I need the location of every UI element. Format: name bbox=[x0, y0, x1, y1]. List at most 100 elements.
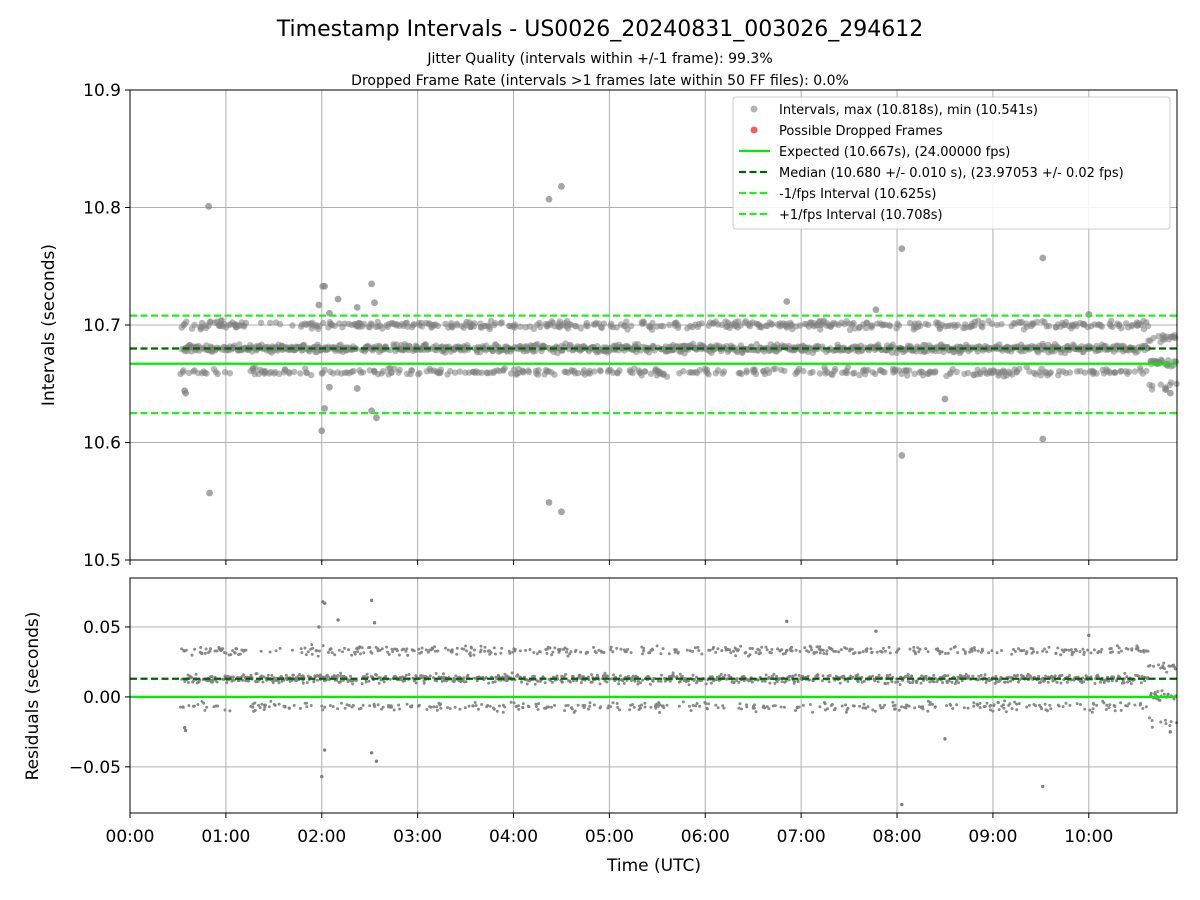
residual-point bbox=[691, 650, 695, 653]
interval-point bbox=[781, 367, 788, 375]
residual-point bbox=[1045, 650, 1049, 654]
residual-point bbox=[858, 651, 862, 655]
residual-point bbox=[898, 683, 902, 687]
residual-point bbox=[978, 677, 982, 681]
residual-point bbox=[680, 674, 684, 678]
interval-point bbox=[924, 321, 932, 329]
interval-point bbox=[471, 320, 478, 327]
residual-point bbox=[972, 704, 976, 708]
residual-outlier-point bbox=[336, 618, 340, 622]
legend-marker-intervals bbox=[750, 105, 758, 113]
residual-point bbox=[658, 703, 662, 707]
residual-point bbox=[1142, 650, 1146, 654]
interval-point bbox=[551, 371, 558, 378]
residual-point bbox=[1013, 700, 1017, 704]
residual-point bbox=[1166, 692, 1170, 696]
residual-point bbox=[748, 646, 752, 650]
residual-point bbox=[992, 703, 996, 707]
residual-point bbox=[738, 702, 742, 706]
residual-point bbox=[742, 679, 746, 683]
residual-point bbox=[928, 680, 932, 684]
x-tick-label: 05:00 bbox=[585, 827, 634, 847]
residual-point bbox=[780, 680, 784, 684]
interval-point bbox=[998, 321, 1005, 328]
residual-outlier-point bbox=[900, 802, 904, 807]
interval-point bbox=[1093, 370, 1100, 377]
interval-point bbox=[647, 370, 655, 377]
residual-point bbox=[871, 708, 875, 712]
residual-point bbox=[196, 703, 200, 706]
residual-point bbox=[356, 650, 360, 654]
residual-point bbox=[548, 646, 552, 650]
residual-point bbox=[420, 646, 424, 650]
residual-point bbox=[809, 645, 813, 649]
residual-point bbox=[662, 706, 666, 710]
residual-point bbox=[797, 705, 801, 709]
residual-point bbox=[1089, 651, 1093, 655]
residual-point bbox=[695, 702, 699, 705]
residual-point bbox=[790, 649, 794, 653]
residual-point bbox=[639, 681, 642, 685]
residual-point bbox=[465, 649, 469, 653]
residual-point bbox=[1113, 705, 1117, 708]
residual-point bbox=[255, 672, 259, 676]
residual-point bbox=[775, 674, 778, 678]
residual-point bbox=[990, 649, 994, 653]
interval-point bbox=[1081, 369, 1089, 376]
residual-point bbox=[271, 681, 275, 685]
residual-point bbox=[262, 708, 266, 712]
residual-point bbox=[479, 644, 483, 648]
residual-point bbox=[446, 706, 449, 710]
residual-point bbox=[370, 651, 374, 655]
residual-point bbox=[1096, 675, 1100, 678]
residual-point bbox=[434, 672, 438, 675]
residual-point bbox=[500, 646, 504, 650]
residual-point bbox=[862, 702, 866, 706]
residual-point bbox=[566, 654, 570, 658]
interval-point bbox=[478, 369, 485, 376]
residual-point bbox=[510, 671, 514, 675]
interval-point bbox=[1165, 357, 1172, 364]
interval-point bbox=[663, 373, 671, 380]
residual-point bbox=[228, 709, 232, 713]
residual-point bbox=[402, 647, 406, 651]
x-tick-label: 04:00 bbox=[489, 827, 538, 847]
residual-point bbox=[333, 674, 337, 678]
residual-point bbox=[688, 649, 692, 653]
residual-point bbox=[1107, 706, 1111, 710]
interval-point bbox=[715, 367, 722, 374]
residual-point bbox=[493, 680, 497, 684]
residual-point bbox=[455, 652, 459, 656]
residual-point bbox=[926, 650, 930, 654]
residual-point bbox=[479, 648, 483, 652]
residual-point bbox=[1092, 702, 1096, 706]
interval-point bbox=[765, 369, 773, 376]
residual-point bbox=[492, 707, 496, 711]
residual-point bbox=[759, 651, 763, 655]
residual-point bbox=[1139, 681, 1143, 685]
residual-point bbox=[1133, 703, 1137, 707]
interval-point bbox=[1016, 365, 1023, 373]
residual-point bbox=[203, 708, 207, 712]
residual-point bbox=[253, 708, 257, 712]
residual-outlier-point bbox=[320, 774, 324, 779]
residual-point bbox=[347, 704, 351, 707]
residual-point bbox=[938, 649, 942, 653]
residual-point bbox=[315, 649, 319, 653]
residual-point bbox=[1148, 664, 1152, 667]
residual-point bbox=[912, 645, 916, 649]
residual-outlier-point bbox=[374, 759, 379, 763]
interval-point bbox=[659, 323, 667, 330]
residual-point bbox=[192, 704, 196, 708]
residual-point bbox=[1104, 708, 1108, 711]
residual-point bbox=[888, 673, 892, 677]
residual-point bbox=[446, 648, 450, 652]
residual-point bbox=[806, 674, 810, 678]
chart-subtitle-dropped: Dropped Frame Rate (intervals >1 frames … bbox=[351, 73, 849, 89]
residual-point bbox=[599, 705, 603, 709]
interval-point bbox=[932, 368, 939, 375]
residual-point bbox=[321, 644, 325, 648]
residual-point bbox=[893, 703, 897, 707]
residual-point bbox=[633, 679, 637, 683]
residual-point bbox=[266, 673, 270, 677]
